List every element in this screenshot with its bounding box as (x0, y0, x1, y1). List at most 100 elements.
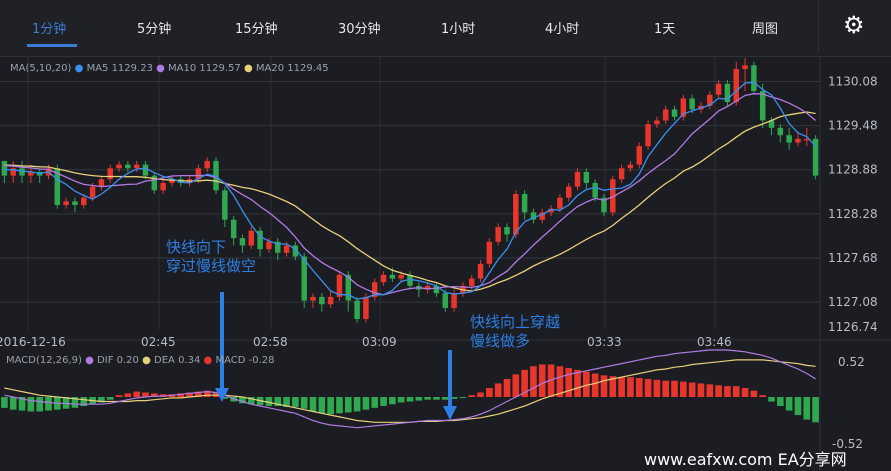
macd-bar-up (680, 381, 687, 397)
buy-signal-annotation: 快线向上穿越 慢线做多 (470, 313, 560, 351)
macd-bar-down (283, 397, 290, 407)
candle-up (795, 138, 801, 143)
ma20-value: MA20 1129.45 (255, 63, 329, 74)
candle-up (610, 179, 616, 213)
time-tick-label: 03:46 (697, 335, 732, 349)
tab-5-minute[interactable]: 5分钟 (137, 22, 172, 37)
ma5-line (4, 81, 817, 300)
candle-up (742, 65, 748, 70)
tab-week[interactable]: 周图 (752, 22, 779, 37)
price-tick-label: 1130.08 (828, 75, 878, 89)
candle-down (389, 274, 396, 279)
time-tick-label: 02:58 (253, 335, 288, 349)
tab-30-minute[interactable]: 30分钟 (338, 22, 381, 37)
macd-bar-down (450, 397, 458, 399)
settings-button[interactable]: ⚙ (818, 0, 891, 52)
macd-bar-up (177, 393, 185, 397)
candle-down (1, 160, 8, 176)
macd-bar-down (406, 397, 414, 402)
candle-down (812, 138, 819, 176)
macd-bar-down (327, 397, 334, 415)
candle-down (521, 194, 528, 213)
candle-up (707, 94, 713, 106)
candle-down (433, 285, 440, 294)
time-tick-label: 02:45 (141, 335, 176, 349)
macd-bar-down (812, 397, 819, 423)
tab-1-hour[interactable]: 1小时 (441, 22, 476, 37)
candle-up (380, 274, 387, 283)
macd-bar-down (106, 397, 114, 400)
price-tick-label: 1126.74 (828, 320, 878, 334)
candle-up (133, 164, 140, 169)
candle-up (81, 197, 87, 206)
macd-bar-down (441, 397, 449, 400)
candle-down (689, 98, 695, 110)
active-tab-indicator (27, 44, 77, 47)
macd-bar-down (353, 397, 361, 412)
macd-value: MACD -0.28 (215, 355, 275, 366)
macd-bar-up (732, 386, 740, 397)
candle-up (654, 120, 660, 125)
candle-up (627, 164, 634, 169)
macd-bar-up (697, 383, 705, 397)
buy-annotation-line1: 快线向上穿越 (470, 313, 561, 331)
ma10-value: MA10 1129.57 (168, 63, 241, 74)
candle-up (574, 171, 581, 187)
candle-up (451, 293, 457, 308)
macd-bar-down (459, 397, 467, 398)
candle-down (19, 168, 25, 176)
price-tick-label: 1127.08 (828, 295, 878, 309)
ma-legend: MA(5,10,20) ● MA5 1129.23 ● MA10 1129.57… (10, 63, 329, 74)
macd-bar-up (724, 386, 731, 397)
candle-up (398, 274, 404, 279)
macd-bar-down (309, 397, 317, 412)
candle-up (266, 241, 272, 250)
sell-annotation-line2: 穿过慢线做空 (166, 257, 257, 275)
time-tick-label: 2016-12-16 (0, 335, 66, 349)
candle-up (715, 83, 722, 95)
candle-down (768, 120, 775, 128)
macd-bar-down (768, 397, 775, 402)
macd-bar-down (362, 397, 370, 410)
axis-labels: 1130.08 1129.48 1128.88 1128.28 1127.68 1127.… (0, 75, 878, 451)
candle-down (592, 182, 598, 198)
macd-bar-up (653, 379, 661, 397)
candle-up (680, 98, 687, 117)
candle-down (222, 190, 228, 220)
macd-bar-down (36, 397, 43, 412)
candle-up (618, 168, 625, 180)
macd-bar-up (538, 364, 546, 397)
ma20-line (4, 111, 816, 292)
macd-top-label: 0.52 (838, 355, 865, 369)
candle-up (636, 146, 642, 165)
candle-up (89, 186, 96, 198)
macd-bar-down (71, 397, 79, 408)
tab-4-hour[interactable]: 4小时 (545, 22, 580, 37)
candle-down (125, 164, 131, 169)
buy-arrow-head (443, 406, 457, 420)
tab-15-minute[interactable]: 15分钟 (235, 22, 278, 37)
candle-down (275, 241, 281, 253)
timeframe-tab-bar: 1分钟 5分钟 15分钟 30分钟 1小时 4小时 1天 周图 ⚙ (0, 0, 891, 57)
macd-bar-down (344, 397, 352, 413)
macd-bar-up (150, 393, 158, 397)
tab-1-minute[interactable]: 1分钟 (32, 22, 67, 37)
candle-up (565, 186, 572, 198)
candle-up (468, 278, 475, 286)
candle-up (486, 241, 493, 264)
macd-bar-up (494, 383, 502, 397)
macd-bar-down (371, 397, 379, 408)
macd-bar-up (662, 380, 670, 397)
price-tick-label: 1129.48 (828, 119, 878, 133)
candle-up (160, 182, 166, 191)
macd-bar-up (583, 371, 590, 397)
tab-1-day[interactable]: 1天 (654, 22, 676, 37)
macd-bar-up (203, 390, 211, 397)
candle-up (513, 194, 519, 235)
candle-up (169, 179, 175, 183)
macd-bar-down (380, 397, 387, 407)
candle-up (548, 208, 554, 213)
macd-bar-up (671, 380, 678, 397)
candle-up (10, 168, 16, 176)
